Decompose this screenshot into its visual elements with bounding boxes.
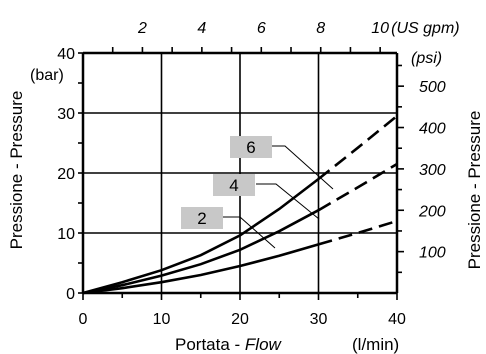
y2-tick-label: 400 xyxy=(419,121,446,138)
y-axis-title: Pressione - Pressure xyxy=(7,91,26,250)
y2-tick-label: 500 xyxy=(419,79,446,96)
y-tick-label: 30 xyxy=(57,106,75,123)
curve-label-6: 6 xyxy=(246,138,255,157)
y-tick-label: 0 xyxy=(66,286,75,303)
leader-line-4 xyxy=(256,183,320,220)
x-tick-label: 30 xyxy=(310,311,328,328)
y2-axis-title: Pressione - Pressure xyxy=(465,111,484,270)
x2-tick-label: 10 xyxy=(371,20,389,37)
x-axis-title: Portata - Flow xyxy=(175,335,283,354)
series-line-2 xyxy=(82,243,319,295)
series-line-dashed-2 xyxy=(318,219,398,246)
curve-label-box-4 xyxy=(213,174,255,196)
x-axis-title-italic: Flow xyxy=(245,335,283,354)
curve-label-2: 2 xyxy=(197,209,206,228)
series-line-dashed-4 xyxy=(317,162,398,212)
series-line-4 xyxy=(82,209,320,295)
y2-tick-label: 200 xyxy=(418,203,446,220)
y-tick-label: 40 xyxy=(57,46,75,63)
series-line-dashed-6 xyxy=(317,114,398,181)
y-tick-label: 20 xyxy=(57,166,75,183)
leader-line-2 xyxy=(222,216,276,249)
x2-tick-label: 8 xyxy=(316,20,325,37)
x-tick-label: 0 xyxy=(79,311,88,328)
y2-unit-label: (psi) xyxy=(411,50,442,67)
curve-label-box-6 xyxy=(230,136,272,158)
curve-label-4: 4 xyxy=(229,176,238,195)
y2-tick-label: 300 xyxy=(419,162,446,179)
x-tick-label: 20 xyxy=(231,311,249,328)
x-tick-label: 10 xyxy=(153,311,171,328)
y-tick-label: 10 xyxy=(57,226,75,243)
x-unit-label: (l/min) xyxy=(352,335,399,354)
x2-tick-label: 2 xyxy=(137,20,147,37)
x2-tick-label: 4 xyxy=(197,20,206,37)
x2-tick-label: 6 xyxy=(257,20,266,37)
curve-label-box-2 xyxy=(181,207,223,229)
x-tick-label: 40 xyxy=(388,311,406,328)
x2-unit-label: (US gpm) xyxy=(391,20,459,37)
series-line-6 xyxy=(82,177,320,295)
y-unit-label: (bar) xyxy=(30,67,64,84)
y2-tick-label: 100 xyxy=(419,245,446,262)
